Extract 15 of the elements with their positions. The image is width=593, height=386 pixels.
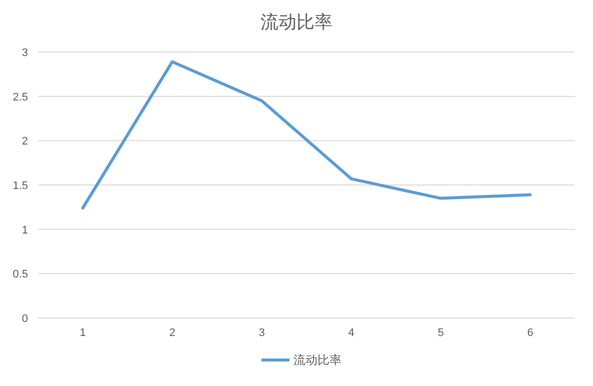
x-tick-label: 4 [348, 327, 354, 339]
chart-title: 流动比率 [260, 12, 332, 32]
y-tick-label: 0 [22, 313, 28, 325]
y-tick-label: 2.5 [12, 91, 28, 104]
x-tick-label: 6 [527, 327, 534, 339]
y-tick-label: 1.5 [12, 180, 28, 192]
y-tick-label: 2 [22, 136, 28, 148]
legend-label: 流动比率 [294, 353, 342, 367]
y-tick-label: 3 [22, 47, 28, 59]
x-tick-label: 1 [80, 327, 86, 339]
x-tick-label: 3 [258, 327, 265, 339]
x-tick-label: 2 [169, 327, 176, 339]
y-tick-label: 0.5 [12, 268, 28, 281]
x-tick-label: 5 [438, 327, 444, 339]
y-tick-label: 1 [22, 224, 28, 236]
